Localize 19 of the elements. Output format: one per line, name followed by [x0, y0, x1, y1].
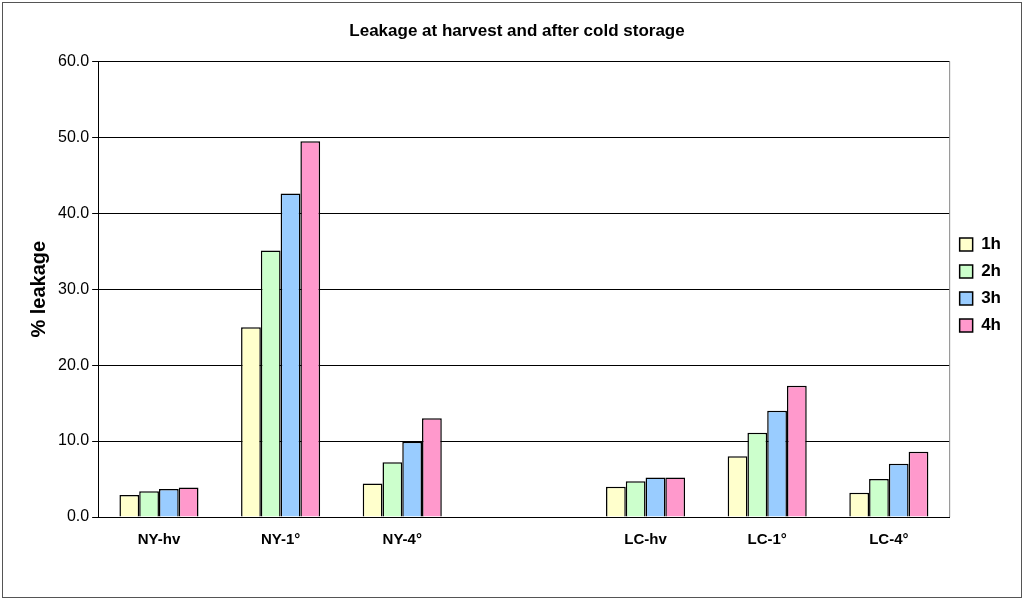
legend-label: 2h — [981, 261, 1001, 281]
y-tick-label: 10.0 — [58, 431, 90, 449]
x-tick-label: NY-hv — [137, 530, 181, 548]
legend-label: 4h — [981, 315, 1001, 335]
y-axis-title: % leakage — [26, 240, 49, 338]
y-tick-label: 30.0 — [58, 279, 90, 297]
chart-title: Leakage at harvest and after cold storage — [349, 20, 685, 40]
legend-label: 1h — [981, 234, 1001, 254]
x-tick-label: LC-hv — [624, 530, 668, 548]
legend-label: 3h — [981, 288, 1001, 308]
y-tick-label: 20.0 — [58, 355, 90, 373]
y-tick-label: 50.0 — [58, 127, 90, 145]
y-tick-label: 0.0 — [66, 507, 90, 525]
x-tick-label: NY-4° — [382, 530, 422, 548]
y-tick-label: 60.0 — [58, 51, 90, 69]
x-tick-label: LC-4° — [869, 530, 909, 548]
x-tick-label: LC-1° — [747, 530, 787, 548]
y-tick-label: 40.0 — [58, 203, 90, 221]
x-tick-label: NY-1° — [260, 530, 301, 548]
